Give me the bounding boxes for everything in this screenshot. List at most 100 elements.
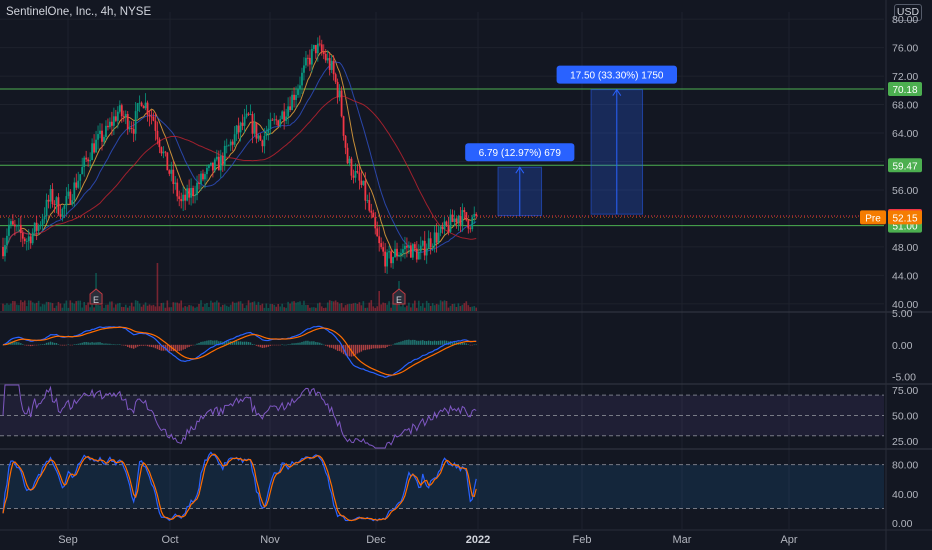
candle-body (419, 245, 422, 252)
candle-body (223, 145, 226, 165)
volume-bar (390, 307, 392, 311)
candle (103, 134, 105, 146)
volume-bar (136, 300, 139, 311)
macd-bar (105, 343, 107, 345)
candle (206, 164, 208, 181)
candle-body (370, 210, 373, 213)
volume-bar (99, 305, 101, 311)
candle (388, 245, 390, 259)
macd-tick-label: 5.00 (892, 308, 913, 320)
candle (229, 139, 232, 152)
volume-bar (380, 304, 382, 311)
candle-body (182, 194, 185, 202)
volume-bar (12, 300, 14, 311)
volume-bar (164, 307, 167, 311)
candle (273, 112, 276, 125)
macd-bar (303, 341, 305, 345)
macd-bar (394, 343, 396, 345)
macd-bar (200, 341, 202, 345)
macd-bar (332, 344, 335, 349)
volume-bar (388, 301, 390, 311)
candle (13, 219, 16, 236)
volume-bar (180, 300, 182, 311)
candle-body (164, 151, 167, 153)
candle-body (344, 135, 347, 148)
candle-body (174, 182, 177, 185)
candle-body (235, 125, 238, 135)
candle-body (4, 245, 6, 257)
volume-bar (287, 301, 289, 311)
candle (67, 183, 70, 199)
macd-bar (307, 340, 309, 345)
volume-bar (293, 301, 295, 311)
macd-bar (129, 344, 131, 348)
moving-average-line (2, 95, 477, 257)
level-price-badge: 59.47 (892, 161, 917, 172)
volume-bar (330, 300, 333, 311)
candle (455, 217, 458, 229)
candle (109, 117, 111, 130)
candle-body (69, 191, 72, 205)
candle-body (229, 141, 232, 146)
price-tick-label: 64.00 (892, 128, 918, 140)
macd-bar (344, 344, 347, 356)
volume-bar (291, 301, 293, 311)
volume-bar (338, 303, 341, 311)
candle-body (126, 114, 129, 130)
candle (421, 240, 424, 248)
candle-body (109, 121, 111, 128)
candle (285, 108, 288, 125)
currency-button[interactable]: USD (894, 4, 922, 21)
candle (301, 67, 303, 95)
candle-body (469, 228, 472, 230)
macd-bar (131, 344, 133, 349)
stoch-tick-label: 0.00 (892, 518, 913, 530)
pre-market-badge: 52.15 (892, 213, 917, 224)
volume-bar (356, 303, 359, 311)
candle-body (318, 43, 321, 45)
macd-bar (414, 339, 416, 345)
candle (215, 149, 218, 162)
macd-bar (374, 344, 376, 349)
volume-bar (174, 302, 177, 311)
macd-bar (422, 340, 424, 345)
candle-body (27, 236, 30, 242)
volume-bar (386, 304, 388, 311)
macd-bar (249, 342, 252, 345)
volume-bar (128, 305, 131, 311)
volume-bar (449, 305, 452, 311)
macd-bar (325, 344, 327, 346)
candle (122, 110, 125, 122)
candle (457, 214, 460, 231)
volume-bar (429, 305, 432, 311)
candle-body (154, 120, 157, 131)
candle (469, 226, 472, 233)
candle-body (134, 111, 137, 134)
candle (97, 125, 99, 150)
volume-bar (414, 300, 416, 311)
time-tick-label: Sep (58, 534, 78, 546)
macd-bar (255, 344, 258, 346)
macd-bar (443, 340, 446, 345)
candle (15, 224, 18, 232)
volume-bar (416, 307, 418, 311)
candle (386, 249, 389, 274)
candle-body (13, 224, 16, 227)
candle-body (51, 188, 54, 205)
candle-body (188, 188, 191, 198)
candle (210, 162, 212, 167)
volume-bar (412, 303, 414, 311)
candle (99, 123, 101, 139)
candle-body (170, 169, 173, 174)
stoch-tick-label: 40.00 (892, 489, 918, 501)
volume-bar (233, 302, 236, 311)
volume-bar (441, 301, 444, 311)
candle-body (196, 182, 198, 195)
candle (406, 237, 408, 258)
candle-body (128, 127, 131, 130)
candle (112, 107, 115, 135)
candle (366, 194, 369, 204)
candle (427, 230, 430, 249)
candle-body (360, 180, 363, 185)
